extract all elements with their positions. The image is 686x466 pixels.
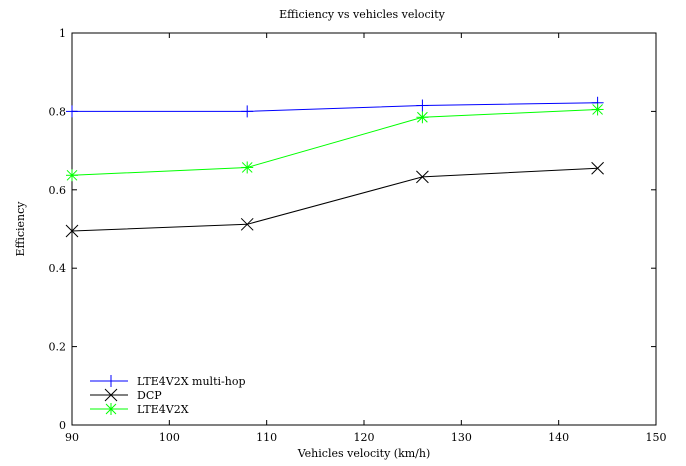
series-line-1 <box>71 167 598 232</box>
x-axis-label: Vehicles velocity (km/h) <box>297 447 431 460</box>
legend-marker <box>104 388 118 402</box>
data-point <box>240 217 254 231</box>
y-tick-label: 0.6 <box>49 184 67 197</box>
data-point <box>416 170 429 184</box>
x-tick-label: 130 <box>451 431 472 444</box>
series-line-2 <box>71 108 598 176</box>
legend-marker <box>105 375 117 387</box>
x-tick-label: 100 <box>159 431 180 444</box>
data-point <box>591 161 604 175</box>
legend-item: DCP <box>90 388 162 402</box>
legend-label: DCP <box>137 389 162 402</box>
series-layer <box>65 96 604 238</box>
data-point <box>416 111 429 124</box>
data-point <box>416 99 429 112</box>
legend-label: LTE4V2X multi-hop <box>137 375 245 388</box>
y-axis: 0 0.2 0.4 0.6 0.8 1 <box>49 27 656 432</box>
y-tick-label: 0.2 <box>49 341 67 354</box>
legend-item: LTE4V2X <box>90 403 189 416</box>
data-point <box>591 103 604 116</box>
y-tick-label: 1 <box>59 27 66 40</box>
data-point <box>66 105 78 118</box>
y-tick-label: 0.4 <box>49 262 67 275</box>
legend-marker <box>105 403 117 415</box>
legend-item: LTE4V2X multi-hop <box>90 375 245 388</box>
plot-area <box>71 32 657 426</box>
chart-title: Efficiency vs vehicles velocity <box>279 8 445 21</box>
x-tick-label: 90 <box>65 431 79 444</box>
legend-label: LTE4V2X <box>137 403 189 416</box>
data-point <box>65 224 79 238</box>
data-point <box>241 105 254 118</box>
x-tick-label: 110 <box>256 431 277 444</box>
x-tick-label: 150 <box>646 431 667 444</box>
y-tick-label: 0 <box>59 419 66 432</box>
data-point <box>241 161 254 174</box>
y-tick-label: 0.8 <box>49 105 67 118</box>
x-axis: 90 100 110 120 130 140 150 <box>65 33 667 444</box>
data-point <box>66 169 78 182</box>
x-tick-label: 140 <box>548 431 569 444</box>
y-axis-label: Efficiency <box>14 201 27 257</box>
series-line-0 <box>72 102 598 112</box>
x-tick-label: 120 <box>354 431 375 444</box>
